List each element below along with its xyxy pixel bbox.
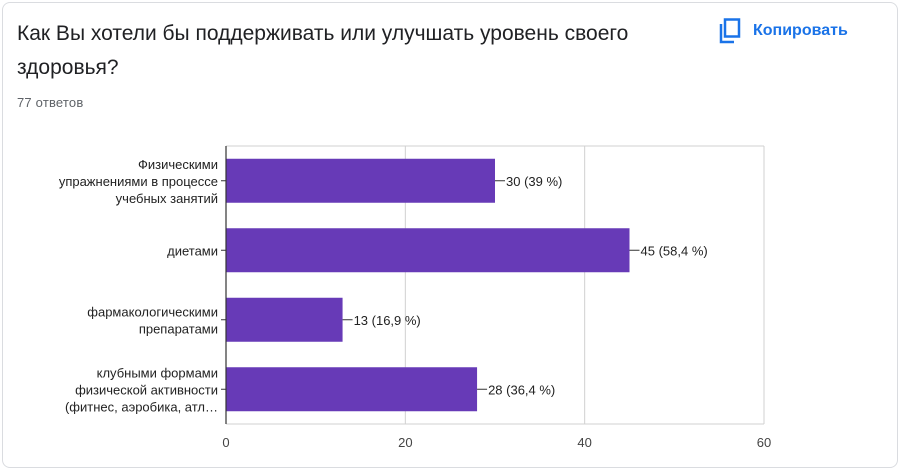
x-tick-label: 60	[757, 435, 771, 450]
x-tick-label: 40	[577, 435, 591, 450]
data-label: 28 (36,4 %)	[488, 382, 555, 397]
x-tick-label: 0	[222, 435, 229, 450]
data-label: 45 (58,4 %)	[641, 243, 708, 258]
copy-icon	[719, 18, 741, 44]
category-label: диетами	[167, 243, 218, 258]
category-label: физической активности	[75, 382, 218, 397]
bar	[226, 297, 343, 342]
data-label: 30 (39 %)	[506, 174, 562, 189]
category-label: (фитнес, аэробика, атл…	[65, 399, 218, 414]
copy-button-label: Копировать	[753, 22, 848, 39]
bar	[226, 158, 495, 203]
response-count: 77 ответов	[17, 95, 84, 110]
bar	[226, 228, 630, 273]
category-label: Физическими	[138, 157, 218, 172]
copy-button[interactable]: Копировать	[719, 15, 848, 47]
category-label: учебных занятий	[116, 191, 218, 206]
category-label: клубными формами	[97, 365, 218, 380]
category-label: фармакологическими	[87, 304, 218, 319]
bar	[226, 367, 478, 412]
question-title: Как Вы хотели бы поддерживать или улучша…	[17, 22, 629, 79]
x-tick-label: 20	[398, 435, 412, 450]
data-label: 13 (16,9 %)	[354, 313, 421, 328]
category-label: препаратами	[139, 321, 218, 336]
category-label: упражнениями в процессе	[59, 174, 218, 189]
